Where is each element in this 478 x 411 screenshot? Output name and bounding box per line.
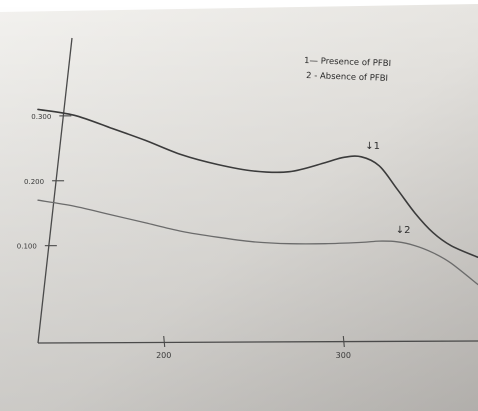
annotation-2: ↓2 bbox=[396, 225, 411, 236]
legend-entry-2: 2 - Absence of PFBI bbox=[306, 71, 388, 84]
y-axis-line bbox=[37, 37, 73, 344]
axes: 0.300 0.200 0.100 200 300 bbox=[17, 37, 478, 360]
x-tick-0 bbox=[163, 335, 166, 348]
series-layer bbox=[37, 108, 478, 286]
x-axis-line bbox=[37, 340, 478, 344]
legend: 1— Presence of PFBI 2 - Absence of PFBI bbox=[304, 56, 391, 84]
annotation-1: ↓1 bbox=[365, 141, 380, 152]
x-tick-label-0: 200 bbox=[156, 351, 171, 360]
x-tick-label-1: 300 bbox=[336, 351, 351, 360]
y-tick-label-0: 0.300 bbox=[31, 113, 51, 121]
annotation-layer: ↓1 ↓2 bbox=[365, 141, 410, 236]
x-tick-1 bbox=[342, 335, 345, 348]
series-line-1 bbox=[37, 108, 478, 259]
legend-entry-1: 1— Presence of PFBI bbox=[304, 56, 391, 69]
y-tick-label-1: 0.200 bbox=[24, 178, 44, 186]
y-tick-label-2: 0.100 bbox=[17, 243, 37, 251]
series-line-2 bbox=[37, 199, 478, 286]
